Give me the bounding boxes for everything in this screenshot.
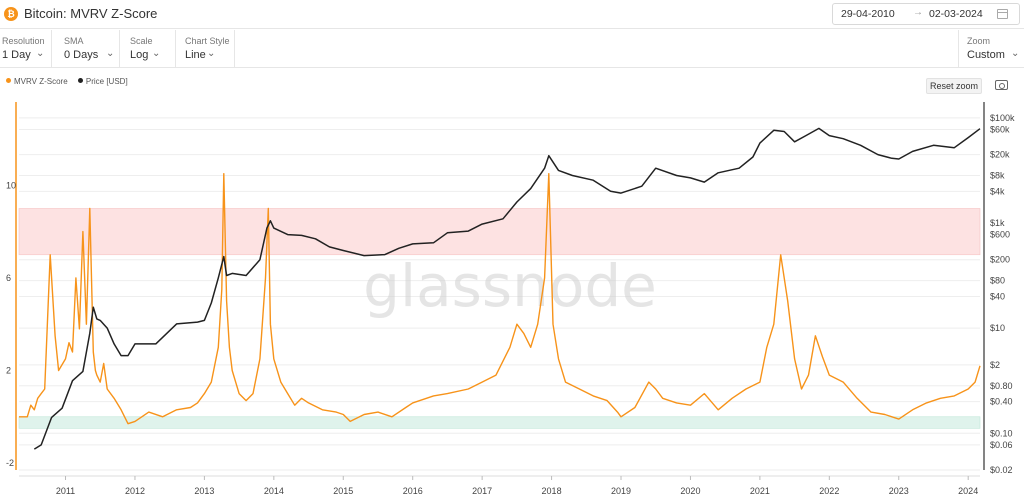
arrow-right-icon: →	[913, 7, 923, 18]
chart-title: Bitcoin: MVRV Z-Score	[24, 6, 158, 21]
sma-value[interactable]: 0 Days	[64, 49, 99, 61]
left-tick-label: 10	[6, 180, 16, 190]
legend-dot-price	[77, 78, 83, 83]
resolution-label: Resolution	[2, 36, 45, 46]
chevron-down-icon[interactable]: ⌄	[36, 48, 45, 59]
date-to[interactable]: 02-03-2024	[929, 8, 983, 20]
right-axis-ticks: $100k$60k $20k $8k $4k $1k $600 $200 $80 $40 $10 $…	[990, 113, 1015, 475]
right-tick-label: $0.06	[990, 440, 1013, 450]
sma-label: SMA	[64, 36, 84, 46]
zoom-value[interactable]: Custom	[967, 49, 1005, 61]
series-group	[19, 127, 981, 450]
x-tick-label: 2017	[472, 486, 492, 496]
x-tick-label: 2023	[889, 486, 909, 496]
header-bar: ₿ Bitcoin: MVRV Z-Score 29-04-2010 → 02-…	[0, 0, 1024, 29]
legend-label-price: Price [USD]	[85, 77, 128, 86]
x-tick-label: 2020	[680, 486, 700, 496]
chevron-down-icon[interactable]: ⌄	[1011, 48, 1020, 59]
x-tick-label: 2014	[264, 486, 284, 496]
zoom-select[interactable]: Zoom Custom ⌄	[958, 30, 1024, 68]
chevron-down-icon[interactable]: ⌄	[152, 48, 161, 59]
red-band	[18, 208, 981, 256]
left-tick-label: -2	[6, 458, 14, 468]
chart-controls: Resolution 1 Day ⌄ SMA 0 Days ⌄ Scale Lo…	[0, 30, 1024, 68]
axes	[15, 102, 985, 477]
x-tick-label: 2021	[750, 486, 770, 496]
right-tick-label: $40	[990, 291, 1005, 301]
right-tick-label: $1k	[990, 218, 1005, 228]
calendar-icon[interactable]	[997, 9, 1008, 19]
chart-style-value[interactable]: Line	[185, 49, 206, 61]
legend-dot-zscore	[6, 78, 11, 83]
legend-item-zscore[interactable]: MVRV Z-Score	[6, 77, 68, 86]
chart-style-select[interactable]: Chart Style Line ⌄	[183, 30, 235, 68]
right-tick-label: $0.80	[990, 381, 1013, 391]
chart-style-label: Chart Style	[185, 36, 230, 46]
right-tick-label: $4k	[990, 186, 1005, 196]
right-tick-label: $0.40	[990, 397, 1013, 407]
x-axis-ticks: 2011 2012 2013 2014 2015 2016 2017 2018 2019 2020…	[56, 476, 978, 496]
left-tick-label: 6	[6, 273, 11, 283]
camera-icon[interactable]	[995, 80, 1008, 90]
right-tick-label: $80	[990, 276, 1005, 286]
sma-select[interactable]: SMA 0 Days ⌄	[60, 30, 120, 68]
date-from[interactable]: 29-04-2010	[841, 8, 895, 20]
chart-legend: MVRV Z-Score Price [USD]	[6, 77, 136, 86]
zone-bands	[18, 208, 981, 429]
scale-select[interactable]: Scale Log ⌄	[128, 30, 176, 68]
x-tick-label: 2012	[125, 486, 145, 496]
legend-label-zscore: MVRV Z-Score	[14, 77, 68, 86]
x-tick-label: 2024	[958, 486, 978, 496]
series-line-mvrv-z-score	[19, 172, 981, 425]
x-tick-label: 2013	[194, 486, 214, 496]
x-tick-label: 2018	[542, 486, 562, 496]
series-line-price	[33, 127, 981, 450]
left-tick-label: 2	[6, 365, 11, 375]
chevron-down-icon[interactable]: ⌄	[106, 48, 115, 59]
x-tick-label: 2022	[819, 486, 839, 496]
chevron-down-icon[interactable]: ⌄	[207, 48, 216, 59]
green-band	[18, 416, 981, 429]
watermark: glassnode	[363, 252, 657, 320]
scale-label: Scale	[130, 36, 153, 46]
x-tick-label: 2011	[56, 486, 75, 496]
right-tick-label: $10	[990, 323, 1005, 333]
bitcoin-icon: ₿	[4, 7, 18, 21]
resolution-select[interactable]: Resolution 1 Day ⌄	[0, 30, 52, 68]
scale-value[interactable]: Log	[130, 49, 149, 61]
left-axis-ticks: 10 6 2 -2	[6, 180, 16, 468]
right-tick-label: $60k	[990, 124, 1010, 134]
x-tick-label: 2016	[403, 486, 423, 496]
legend-item-price[interactable]: Price [USD]	[77, 77, 128, 86]
right-tick-label: $100k	[990, 113, 1015, 123]
right-tick-label: $20k	[990, 150, 1010, 160]
right-tick-label: $2	[990, 360, 1000, 370]
x-tick-label: 2015	[333, 486, 353, 496]
right-tick-label: $8k	[990, 170, 1005, 180]
right-tick-label: $600	[990, 230, 1010, 240]
right-tick-label: $0.02	[990, 465, 1013, 475]
right-tick-label: $0.10	[990, 428, 1013, 438]
right-tick-label: $200	[990, 255, 1010, 265]
reset-zoom-button[interactable]: Reset zoom	[926, 78, 982, 94]
resolution-value[interactable]: 1 Day	[2, 49, 31, 61]
x-tick-label: 2019	[611, 486, 631, 496]
date-range-picker[interactable]: 29-04-2010 → 02-03-2024	[832, 3, 1020, 25]
zoom-label: Zoom	[967, 36, 991, 46]
